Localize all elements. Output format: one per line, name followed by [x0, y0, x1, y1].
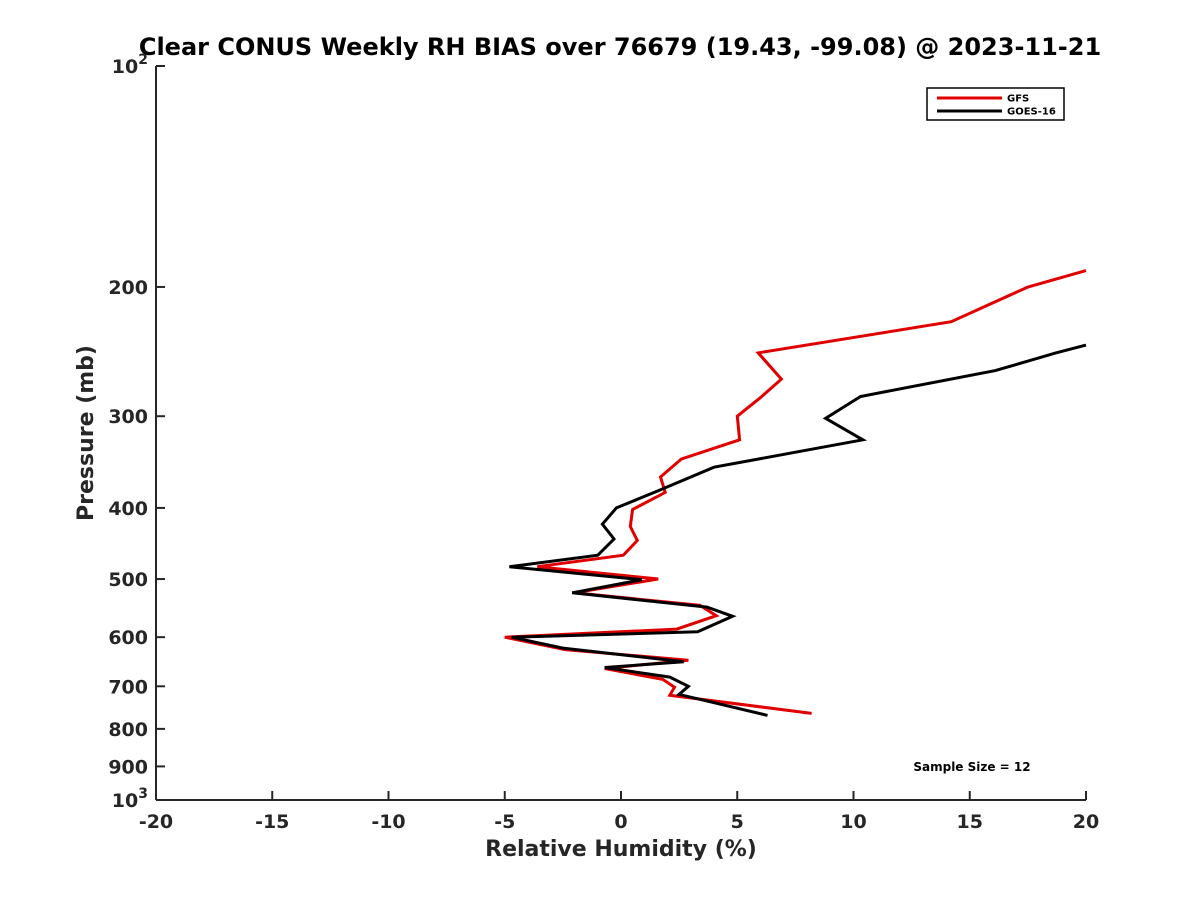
x-tick-label: 5 — [731, 811, 744, 833]
x-tick-label: -5 — [494, 811, 515, 833]
x-axis-label: Relative Humidity (%) — [485, 837, 757, 862]
sample-size-annotation: Sample Size = 12 — [913, 760, 1030, 774]
chart-title: Clear CONUS Weekly RH BIAS over 76679 (1… — [139, 33, 1101, 61]
y-tick-label: 300 — [108, 406, 148, 428]
plot-area — [156, 66, 1086, 800]
legend-label-gfs: GFS — [1007, 94, 1029, 105]
y-tick-label: 103 — [112, 786, 148, 812]
y-tick-label: 400 — [108, 498, 148, 520]
legend-box — [926, 87, 1065, 121]
x-tick-label: 15 — [957, 811, 983, 833]
y-tick-label: 900 — [108, 756, 148, 778]
y-tick-label: 200 — [108, 277, 148, 299]
y-tick-label: 800 — [108, 719, 148, 741]
y-tick-label: 700 — [108, 676, 148, 698]
y-tick-label: 600 — [108, 627, 148, 649]
x-tick-label: -10 — [371, 811, 405, 833]
x-tick-label: 0 — [614, 811, 627, 833]
series-line-goes-16 — [509, 343, 1087, 717]
y-tick-label: 500 — [108, 569, 148, 591]
y-tick-label: 102 — [112, 52, 148, 78]
x-tick-label: 10 — [840, 811, 866, 833]
y-axis-label: Pressure (mb) — [74, 345, 99, 521]
x-tick-label: -15 — [255, 811, 289, 833]
legend-label-goes-16: GOES-16 — [1007, 107, 1056, 118]
x-tick-label: 20 — [1073, 811, 1099, 833]
legend: GFS GOES-16 — [926, 87, 1065, 121]
x-tick-label: -20 — [139, 811, 173, 833]
